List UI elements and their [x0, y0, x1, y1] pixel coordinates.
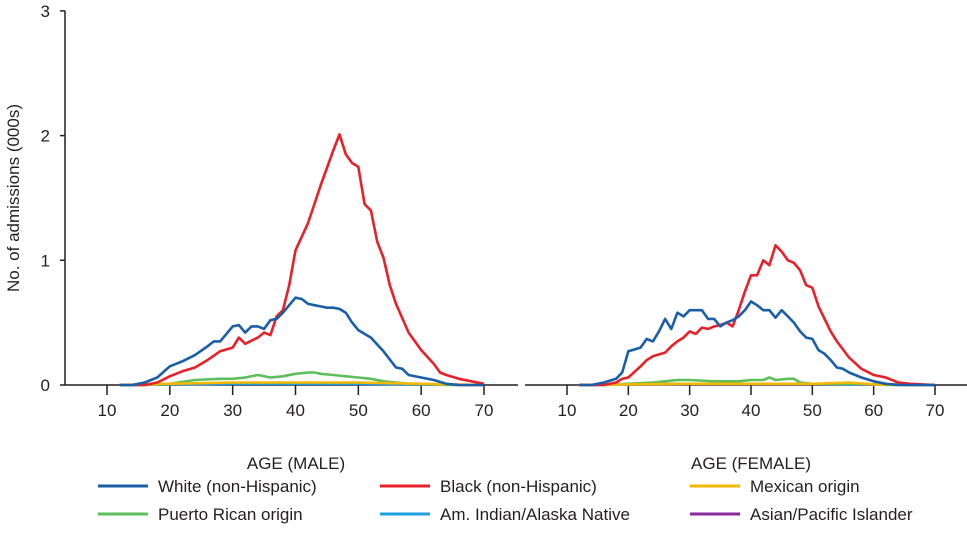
- x-tick-label: 20: [619, 401, 638, 420]
- legend-label: White (non-Hispanic): [158, 477, 317, 496]
- x-tick-label: 50: [349, 401, 368, 420]
- series-line-mexican-origin: [119, 381, 485, 387]
- male-panel: 10 20 30 40 50 60 70: [65, 133, 518, 420]
- x-tick-label: 10: [98, 401, 117, 420]
- series-line-black-non-hispanic: [579, 244, 936, 387]
- series-line-black-non-hispanic: [119, 133, 485, 387]
- x-tick-label: 30: [680, 401, 699, 420]
- x-tick-label: 30: [223, 401, 242, 420]
- series-line-mexican-origin: [579, 381, 936, 387]
- x-tick-label: 70: [926, 401, 945, 420]
- x-tick-label: 70: [475, 401, 494, 420]
- series-line-white-non-hispanic: [119, 296, 484, 387]
- y-tick-label: 2: [41, 127, 50, 146]
- x-tick-label: 40: [286, 401, 305, 420]
- x-tick-label: 50: [803, 401, 822, 420]
- legend-label: Puerto Rican origin: [158, 505, 303, 524]
- legend-label: Asian/Pacific Islander: [750, 505, 913, 524]
- y-tick-label: 3: [41, 2, 50, 21]
- x-tick-label: 10: [558, 401, 577, 420]
- legend-label: Black (non-Hispanic): [440, 477, 597, 496]
- y-axis: 0 1 2 3: [41, 2, 66, 395]
- x-tick-label: 60: [864, 401, 883, 420]
- x-tick-label: 20: [160, 401, 179, 420]
- x-axis-label-female: AGE (FEMALE): [691, 454, 811, 473]
- series-line-white-non-hispanic: [579, 300, 935, 387]
- x-axis-label-male: AGE (MALE): [247, 454, 345, 473]
- x-tick-label: 40: [742, 401, 761, 420]
- y-tick-label: 0: [41, 376, 50, 395]
- y-axis-label: No. of admissions (000s): [4, 104, 23, 292]
- legend: White (non-Hispanic) Black (non-Hispanic)…: [98, 477, 913, 524]
- legend-label: Am. Indian/Alaska Native: [440, 505, 630, 524]
- y-tick-label: 1: [41, 251, 50, 270]
- legend-label: Mexican origin: [750, 477, 860, 496]
- x-tick-label: 60: [412, 401, 431, 420]
- female-panel: 10 20 30 40 50 60 70: [525, 244, 967, 420]
